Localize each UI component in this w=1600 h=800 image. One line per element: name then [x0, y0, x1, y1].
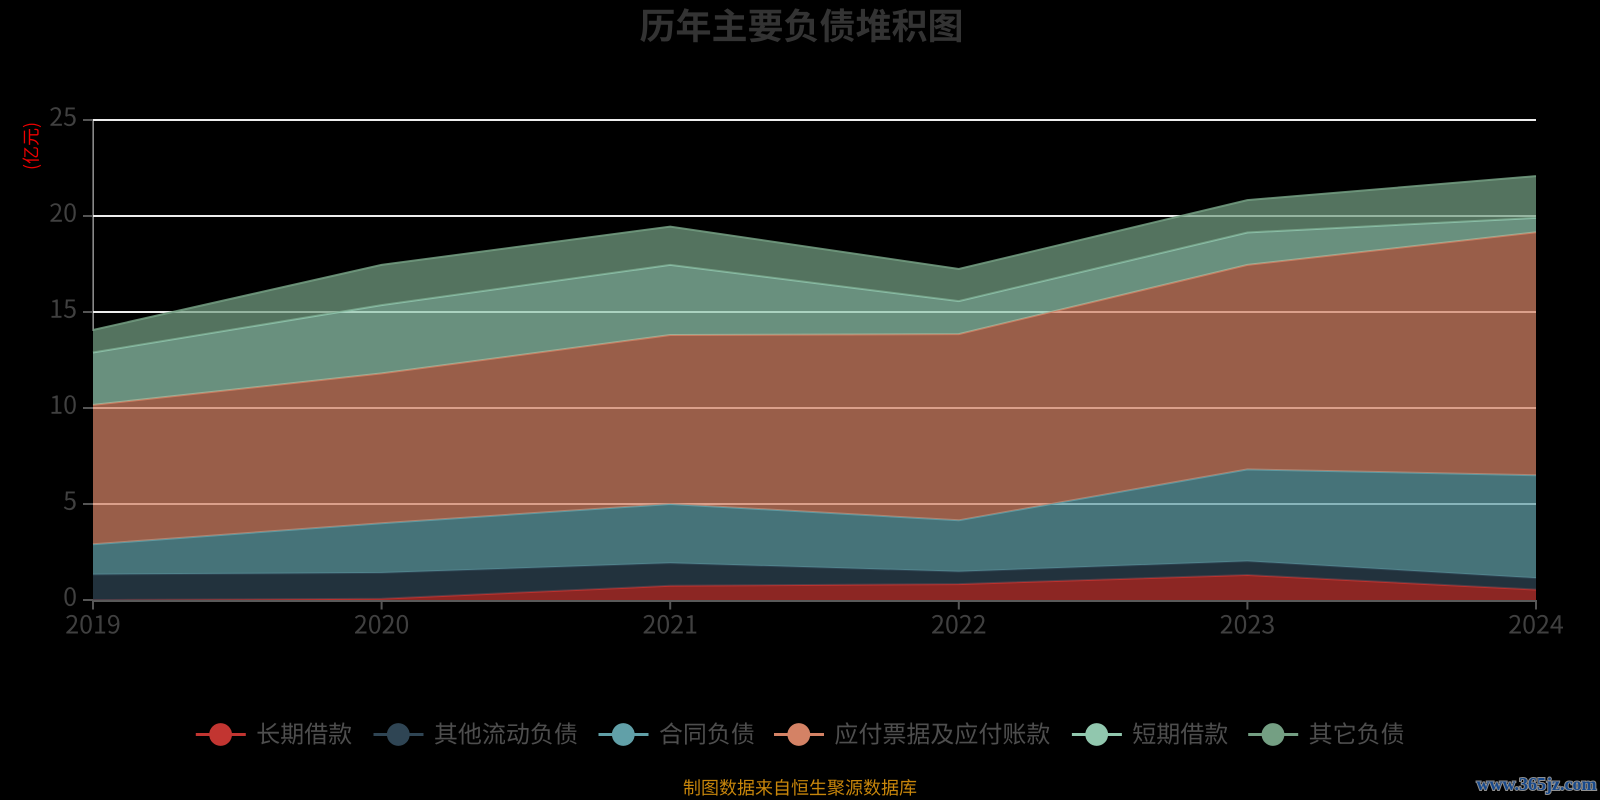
svg-text:www.365jz.com: www.365jz.com	[1477, 774, 1597, 794]
